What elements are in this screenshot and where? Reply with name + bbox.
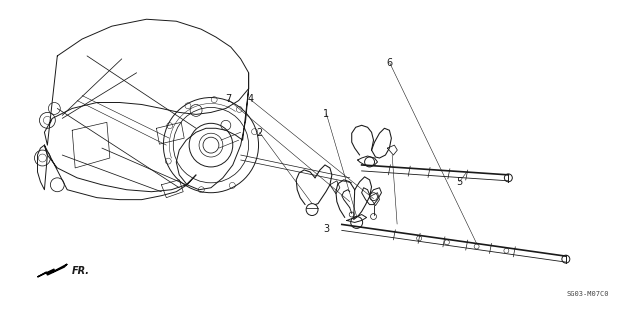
Text: 4: 4 [247,94,253,104]
Text: 2: 2 [257,128,263,137]
Text: 6: 6 [387,58,393,68]
Text: 5: 5 [456,177,463,187]
Text: 1: 1 [323,109,330,119]
Polygon shape [38,264,67,277]
Text: FR.: FR. [72,266,90,276]
Text: 3: 3 [323,224,330,234]
Text: 7: 7 [225,94,231,104]
Text: SG03-M07C0: SG03-M07C0 [566,291,609,297]
